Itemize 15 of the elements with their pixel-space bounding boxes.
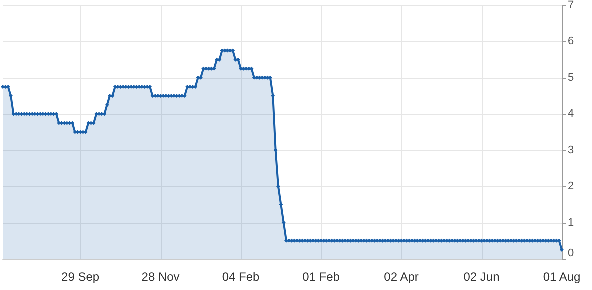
y-tick-label: 7 — [568, 0, 574, 12]
y-tick-label: 3 — [568, 144, 574, 156]
x-tick-label: 28 Nov — [142, 270, 180, 284]
x-tick-label: 01 Feb — [302, 270, 340, 284]
x-tick-label: 29 Sep — [62, 270, 100, 284]
y-tick-label: 4 — [568, 108, 574, 120]
y-tick-label: 6 — [568, 36, 574, 48]
y-tick-label: 5 — [568, 72, 574, 84]
x-tick-label: 01 Aug — [543, 270, 581, 284]
x-tick-label: 04 Feb — [222, 270, 260, 284]
x-tick-label: 02 Jun — [464, 270, 500, 284]
y-tick-label: 2 — [568, 180, 574, 193]
x-tick-label: 02 Apr — [384, 270, 419, 284]
y-tick-label: 0 — [568, 248, 574, 260]
y-tick-label: 1 — [568, 216, 574, 229]
